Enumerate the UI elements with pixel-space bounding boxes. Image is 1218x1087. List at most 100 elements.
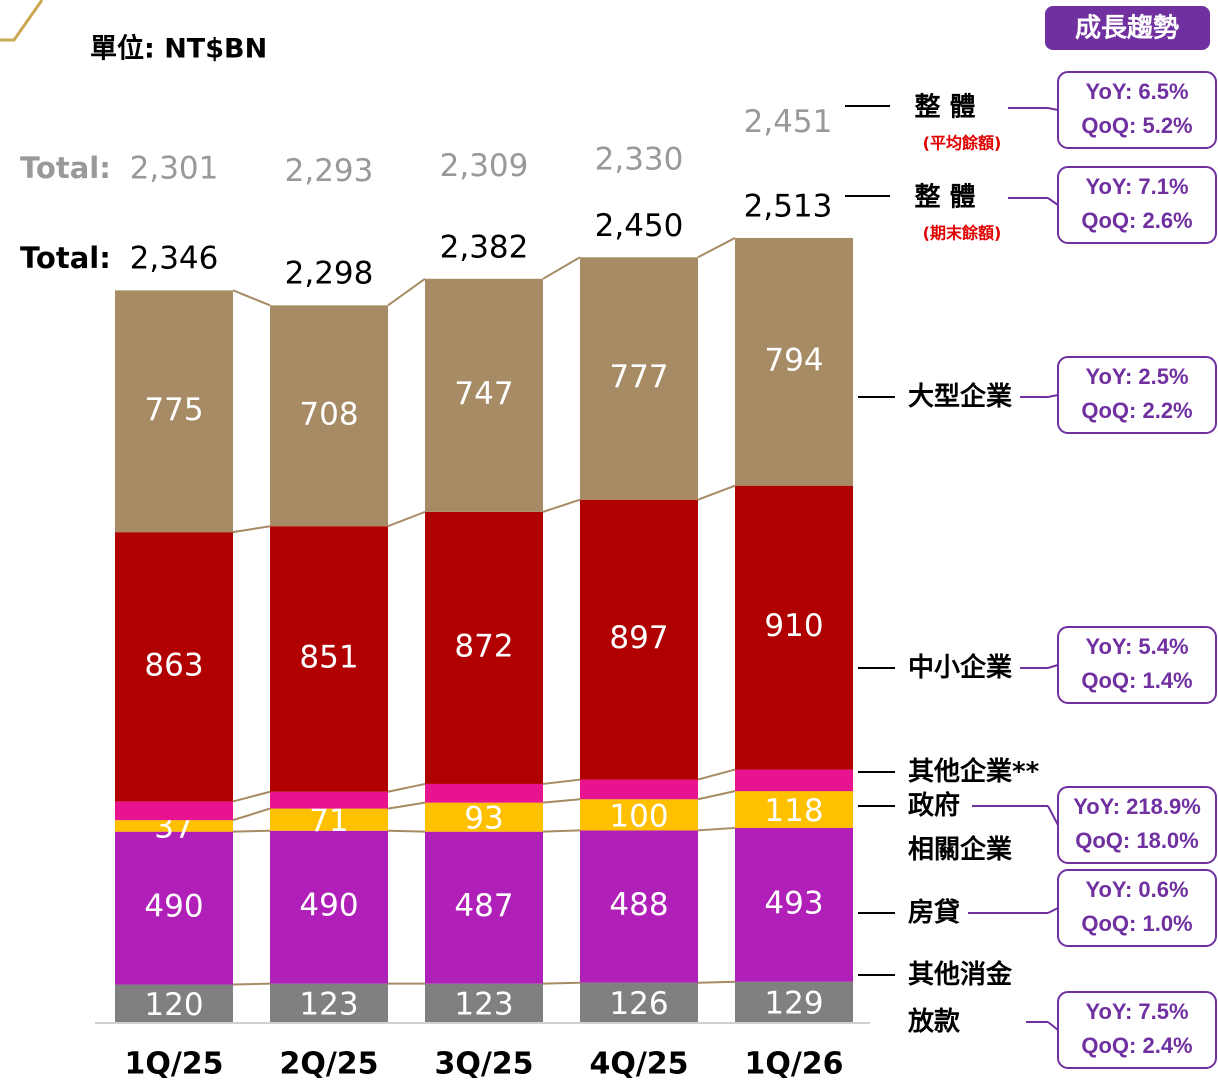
connector (542, 256, 581, 280)
bar-segment (580, 257, 698, 500)
connector (697, 826, 736, 832)
bar-segment (425, 831, 543, 984)
connector (232, 525, 271, 534)
connector (387, 801, 426, 810)
avg-total-label: 2,301 (130, 151, 219, 187)
bar-segment (115, 532, 233, 802)
trend-box (1057, 71, 1217, 149)
trend-box (1057, 626, 1217, 704)
total-note: (期末餘額) (923, 224, 1002, 243)
trend-box (1057, 991, 1217, 1069)
bar-segment (580, 499, 698, 780)
connector (542, 829, 581, 833)
bar-segment (115, 984, 233, 1022)
segment-label: 910 (764, 608, 823, 644)
trend-connector (1047, 805, 1059, 826)
trend-box (1057, 166, 1217, 244)
segment-label: 794 (764, 342, 823, 378)
trend-connector (1047, 1021, 1059, 1031)
avg-total-label: 2,330 (595, 142, 684, 178)
trend-box (1057, 786, 1217, 864)
connector (232, 790, 271, 803)
segment-label: 775 (144, 392, 203, 428)
series-label-line: 相關企業 (908, 834, 1012, 865)
trend-connector (1047, 664, 1059, 669)
connector (697, 790, 736, 801)
connector (542, 498, 581, 513)
connector (232, 982, 271, 986)
segment-label: 490 (144, 889, 203, 925)
bar-segment (270, 808, 388, 831)
connector (697, 484, 736, 501)
segment-label: 897 (609, 620, 668, 656)
yoy-label: YoY: 218.9% (1073, 794, 1201, 819)
segment-label: 493 (764, 885, 823, 921)
bar-segment (735, 485, 853, 770)
bar-segment (735, 791, 853, 828)
connector (387, 510, 426, 528)
yoy-label: YoY: 7.5% (1085, 999, 1188, 1024)
connector (542, 981, 581, 985)
segment-label: 747 (454, 376, 513, 412)
total-series-label: 整 體 (914, 182, 975, 213)
yoy-label: YoY: 2.5% (1085, 364, 1188, 389)
connector (387, 278, 426, 307)
series-label-line: 其他消金 (908, 959, 1013, 990)
yoy-label: YoY: 0.6% (1085, 877, 1188, 902)
series-label-line: 其他企業** (908, 756, 1040, 787)
bar-segment (115, 290, 233, 533)
segment-label: 863 (144, 647, 203, 683)
bar-segment (425, 802, 543, 832)
yoy-label: YoY: 6.5% (1085, 79, 1188, 104)
series-label: 政府相關企業 (908, 790, 1012, 865)
segment-label: 708 (299, 396, 358, 432)
trend-box (1057, 869, 1217, 947)
qoq-label: QoQ: 1.4% (1081, 668, 1192, 693)
series-label-line: 大型企業 (908, 381, 1012, 412)
qoq-label: QoQ: 5.2% (1081, 113, 1192, 138)
series-label: 房貸 (908, 897, 960, 928)
bar-segment (580, 830, 698, 983)
avg-total-label: 2,451 (744, 104, 833, 140)
connector (542, 798, 581, 804)
bar-segment (115, 831, 233, 985)
trend-box (1057, 356, 1217, 434)
connector (542, 778, 581, 785)
trend-connector (1047, 107, 1059, 111)
total-prefix: Total: (20, 241, 111, 275)
segment-label: 93 (464, 801, 503, 837)
bar-segment (735, 769, 853, 792)
bar-segment (735, 981, 853, 1022)
total-series-label: 整 體 (914, 92, 975, 123)
connector (232, 829, 271, 833)
yoy-label: YoY: 7.1% (1085, 174, 1188, 199)
segment-label: 851 (299, 639, 358, 675)
connector (387, 829, 426, 833)
series-label-line: 放款 (907, 1006, 961, 1037)
connector (387, 782, 426, 793)
series-label: 其他消金放款 (907, 959, 1013, 1037)
connector (232, 289, 271, 307)
bar-segment (270, 791, 388, 809)
qoq-label: QoQ: 2.6% (1081, 208, 1192, 233)
bar-segment (425, 783, 543, 803)
bar-segment (270, 526, 388, 792)
bar-segment (270, 983, 388, 1022)
bar-segment (115, 801, 233, 821)
segment-label: 71 (309, 803, 348, 839)
bar-segment (115, 820, 233, 832)
total-label: 2,513 (744, 188, 833, 224)
trend-header-box (1045, 6, 1210, 50)
segment-label: 100 (609, 798, 668, 834)
connector (697, 980, 736, 984)
x-tick-label: 1Q/26 (744, 1047, 843, 1082)
bar-segment (735, 827, 853, 982)
trend-connector (1047, 907, 1059, 914)
connector (697, 768, 736, 781)
total-label: 2,298 (285, 256, 374, 292)
segment-label: 777 (609, 359, 668, 395)
series-label: 其他企業** (908, 756, 1040, 787)
total-label: 2,450 (595, 208, 684, 244)
bar-segment (270, 830, 388, 984)
segment-label: 118 (764, 793, 823, 829)
